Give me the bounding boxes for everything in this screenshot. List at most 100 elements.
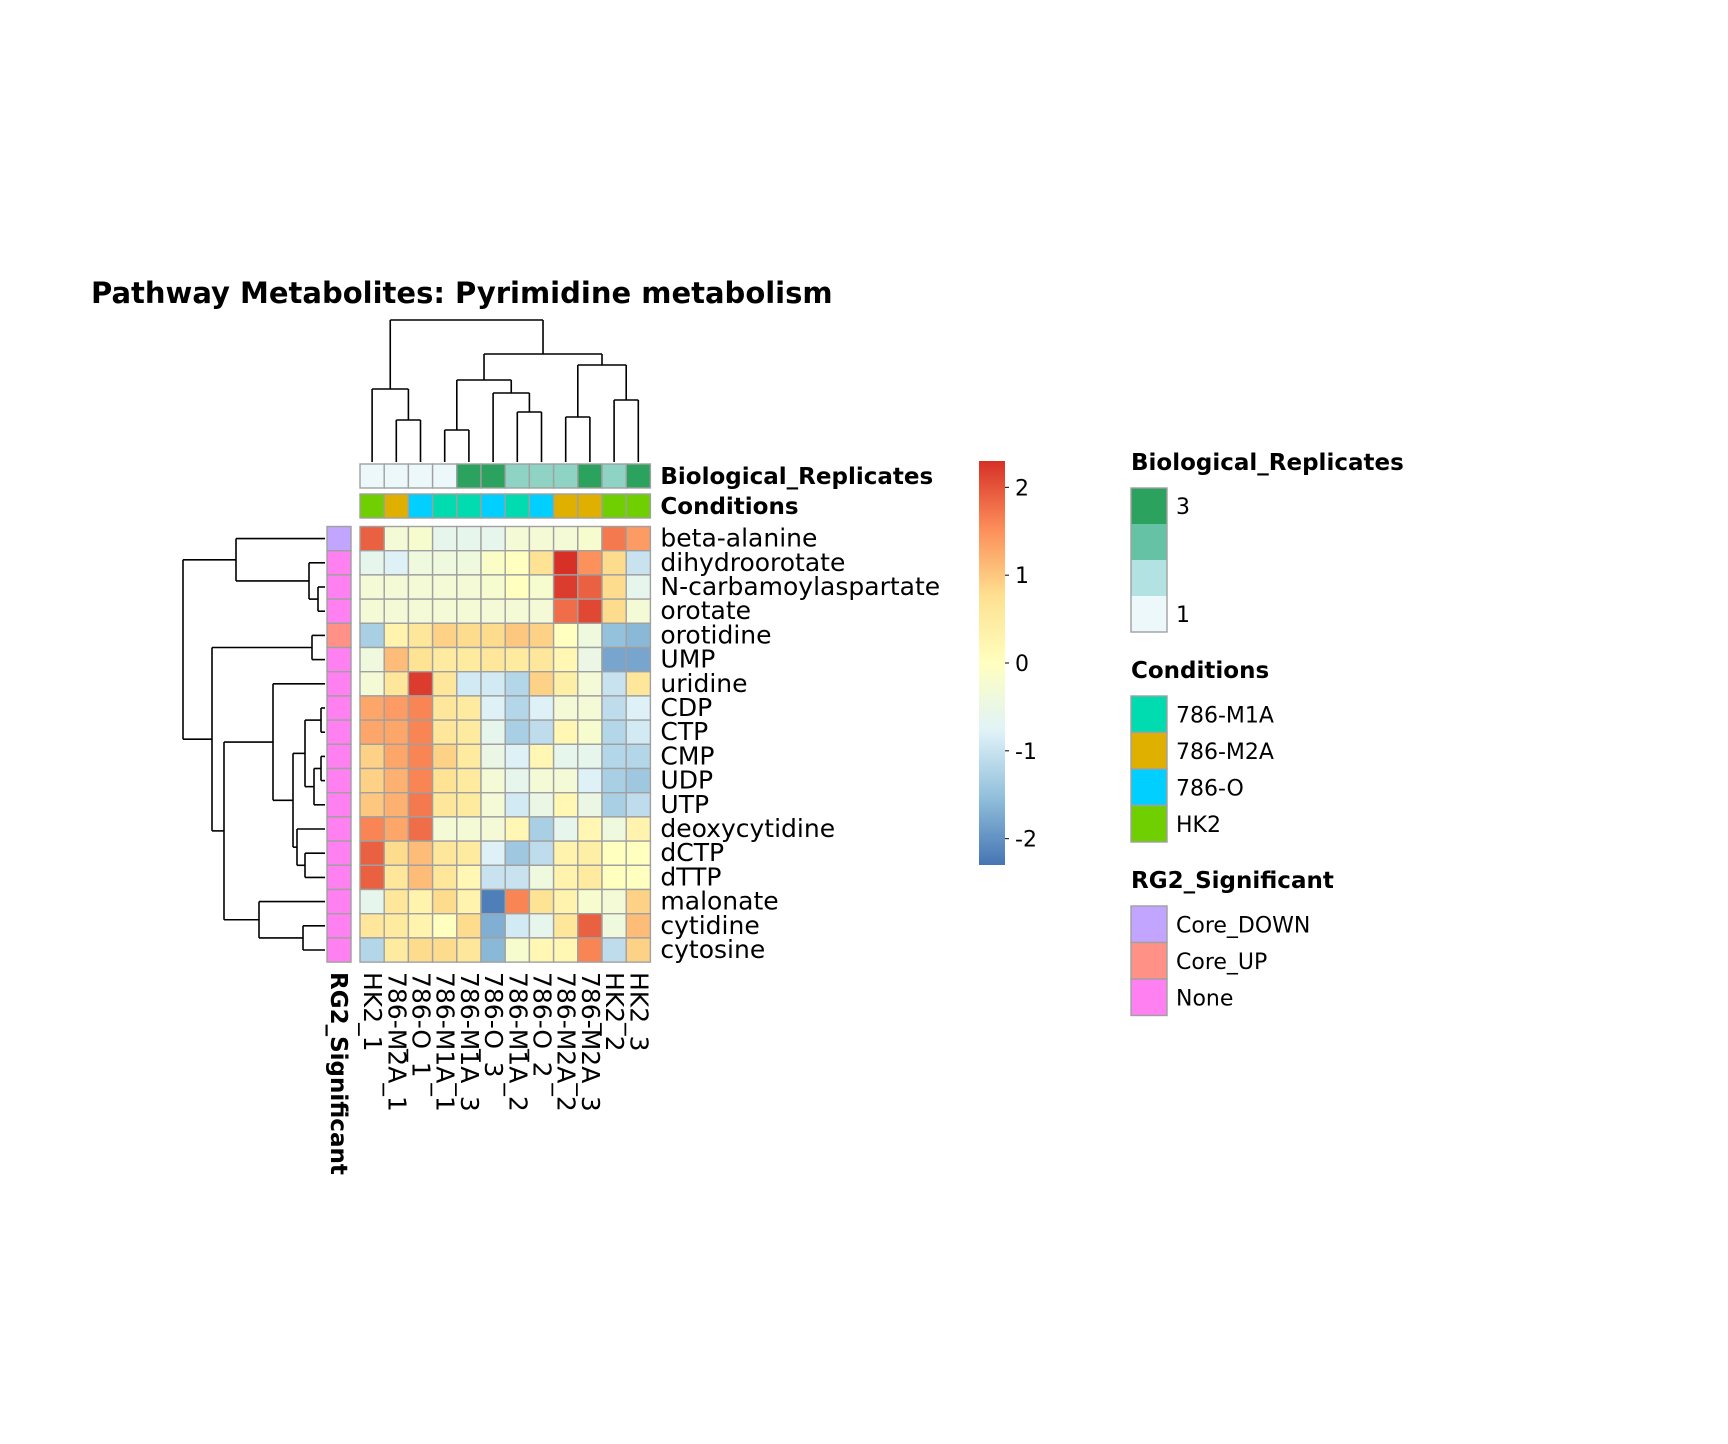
heatmap-cell <box>456 671 482 697</box>
heatmap-cell <box>383 864 410 891</box>
heatmap-cell <box>552 816 579 842</box>
column-label: 786-M2A_2 <box>552 972 581 1112</box>
heatmap-cell <box>456 816 482 842</box>
column-label: HK2_1 <box>358 972 387 1052</box>
heatmap-cell <box>480 937 506 963</box>
heatmap-cell <box>359 695 385 721</box>
heatmap-cell <box>407 888 434 915</box>
row-label: CMP <box>660 741 714 770</box>
heatmap-cell <box>456 695 482 721</box>
heatmap-cell <box>552 574 579 600</box>
heatmap-cell <box>431 550 458 576</box>
heatmap-cell <box>552 719 579 745</box>
heatmap-cell <box>601 525 627 552</box>
heatmap-cell <box>577 598 603 624</box>
annotation-cell-biological-replicates <box>625 463 652 489</box>
row-annotation-cell <box>326 719 352 745</box>
row-annotation-cell <box>326 888 352 915</box>
heatmap-cell <box>601 550 627 576</box>
heatmap-cell <box>577 816 603 842</box>
heatmap-cell <box>625 525 652 552</box>
color-scale-tick-label: 0 <box>1015 652 1029 677</box>
heatmap-cell <box>504 695 531 721</box>
heatmap-cell <box>431 913 458 939</box>
heatmap-cell <box>480 671 506 697</box>
heatmap-cell <box>504 719 531 745</box>
annotation-cell-conditions <box>552 493 579 519</box>
heatmap-cell <box>480 622 506 649</box>
heatmap-cell <box>504 792 531 818</box>
row-annotation-cell <box>326 913 352 939</box>
heatmap-cell <box>407 840 434 866</box>
heatmap-cell <box>528 646 555 673</box>
heatmap-cell <box>383 816 410 842</box>
chart-title: Pathway Metabolites: Pyrimidine metaboli… <box>91 276 833 310</box>
heatmap-cell <box>456 525 482 552</box>
heatmap-cell <box>601 840 627 866</box>
heatmap-cell <box>407 743 434 770</box>
heatmap-cell <box>456 888 482 915</box>
column-label: 786-M1A_3 <box>455 972 484 1112</box>
heatmap-cell <box>480 888 506 915</box>
heatmap-cell <box>601 622 627 649</box>
heatmap-cell <box>528 816 555 842</box>
column-label: 786-O_2 <box>528 972 557 1078</box>
heatmap-cell <box>456 719 482 745</box>
heatmap-cell <box>359 598 385 624</box>
heatmap-cell <box>456 598 482 624</box>
heatmap-cell <box>480 574 506 600</box>
heatmap-cell <box>625 937 652 963</box>
heatmap-cell <box>480 767 506 794</box>
heatmap-cell <box>480 792 506 818</box>
legend-swatch <box>1130 905 1168 944</box>
annotation-cell-conditions <box>625 493 652 519</box>
heatmap-cell <box>577 792 603 818</box>
heatmap-cell <box>504 816 531 842</box>
row-label: malonate <box>660 887 778 916</box>
heatmap-cell <box>407 695 434 721</box>
heatmap-cell <box>407 550 434 576</box>
heatmap-cell <box>407 913 434 939</box>
heatmap-cell <box>577 937 603 963</box>
heatmap-cell <box>577 525 603 552</box>
heatmap-cell <box>528 719 555 745</box>
heatmap-cell <box>407 864 434 891</box>
row-annotation-cell <box>326 840 352 866</box>
heatmap-cell <box>552 695 579 721</box>
row-annotation-cell <box>326 574 352 600</box>
annotation-cell-biological-replicates <box>359 463 385 489</box>
annotation-cell-conditions <box>407 493 434 519</box>
heatmap-cell <box>407 622 434 649</box>
annotation-cell-biological-replicates <box>552 463 579 489</box>
column-label: HK2_3 <box>624 972 653 1052</box>
heatmap-cell <box>625 743 652 770</box>
heatmap-cell <box>528 840 555 866</box>
annotation-cell-biological-replicates <box>577 463 603 489</box>
legend-swatch <box>1131 488 1167 524</box>
heatmap-cell <box>480 743 506 770</box>
row-annotation-cell <box>326 792 352 818</box>
color-scale-tick-label: 2 <box>1015 476 1029 501</box>
heatmap-cell <box>359 671 385 697</box>
heatmap-cell <box>552 767 579 794</box>
annotation-cell-biological-replicates <box>431 463 458 489</box>
row-label: UMP <box>660 645 715 674</box>
column-label: 786-M1A_1 <box>431 972 460 1112</box>
column-label: HK2_2 <box>600 972 629 1052</box>
row-annotation-cell <box>326 767 352 794</box>
row-label: cytidine <box>660 911 759 940</box>
heatmap-cell <box>601 864 627 891</box>
heatmap-cell <box>456 767 482 794</box>
heatmap-cell <box>431 864 458 891</box>
row-label: UDP <box>660 766 713 795</box>
heatmap-cell <box>625 550 652 576</box>
heatmap-cell <box>383 622 410 649</box>
heatmap-cell <box>528 937 555 963</box>
heatmap-cell <box>601 792 627 818</box>
column-label: 786-O_3 <box>479 972 508 1078</box>
annotation-cell-conditions <box>480 493 506 519</box>
color-scale-bar <box>979 461 1005 865</box>
heatmap-cell <box>504 598 531 624</box>
